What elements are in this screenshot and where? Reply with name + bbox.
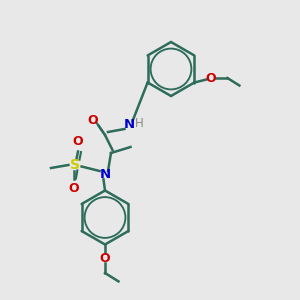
Text: N: N [123, 118, 135, 131]
Text: O: O [73, 135, 83, 148]
Text: O: O [100, 251, 110, 265]
Text: H: H [135, 116, 144, 130]
Text: S: S [70, 158, 80, 172]
Text: N: N [99, 167, 111, 181]
Text: O: O [206, 71, 216, 85]
Text: O: O [68, 182, 79, 195]
Text: O: O [88, 113, 98, 127]
